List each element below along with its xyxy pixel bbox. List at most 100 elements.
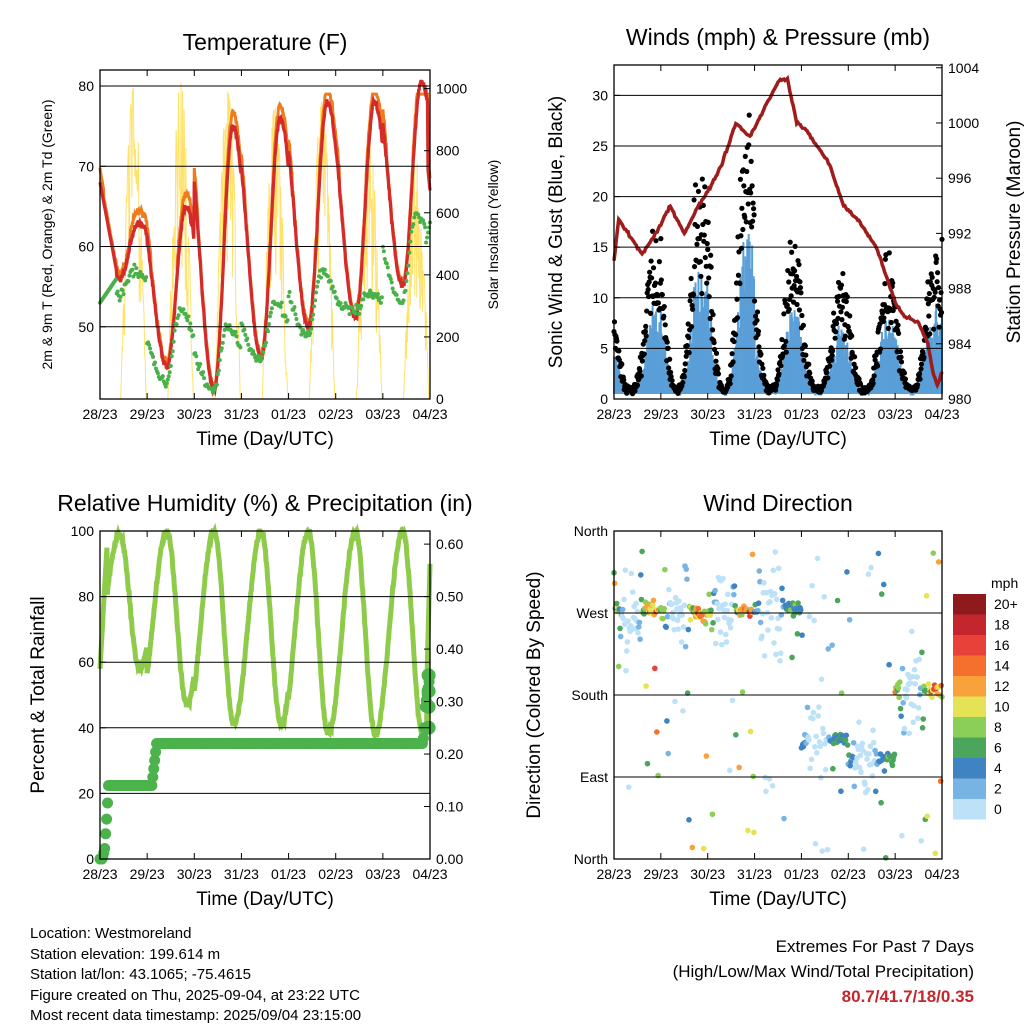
gust-point bbox=[893, 318, 899, 324]
wind-direction-point bbox=[924, 813, 931, 820]
gust-point bbox=[786, 279, 792, 285]
extremes-subtitle: (High/Low/Max Wind/Total Precipitation) bbox=[672, 962, 974, 981]
gust-point bbox=[694, 241, 700, 247]
x-tick-label: 30/23 bbox=[690, 866, 725, 882]
gust-point bbox=[713, 358, 719, 364]
gust-point bbox=[699, 290, 705, 297]
dewpoint-point bbox=[316, 279, 321, 284]
wind-direction-point bbox=[776, 626, 783, 632]
gust-point bbox=[742, 153, 748, 159]
gust-point bbox=[637, 368, 643, 374]
x-tick-label: 31/23 bbox=[737, 866, 772, 882]
wind-direction-point bbox=[629, 589, 636, 595]
dewpoint-point bbox=[144, 275, 149, 280]
wind-direction-point bbox=[633, 600, 639, 607]
wind-direction-point bbox=[662, 566, 668, 573]
wind-direction-point bbox=[860, 846, 867, 852]
dewpoint-point bbox=[212, 387, 217, 392]
gust-point bbox=[667, 356, 673, 362]
dewpoint-point bbox=[132, 262, 137, 267]
dewpoint-point bbox=[221, 333, 226, 338]
dewpoint-point bbox=[201, 370, 206, 375]
dewpoint-point bbox=[130, 267, 135, 272]
dewpoint-point bbox=[368, 288, 373, 293]
wind-direction-point bbox=[747, 728, 754, 735]
dewpoint-point bbox=[160, 374, 165, 379]
wind-direction-point bbox=[915, 705, 922, 711]
dewpoint-point bbox=[287, 290, 292, 295]
legend-label: 16 bbox=[994, 637, 1010, 653]
gust-point bbox=[934, 279, 940, 285]
wind-direction-point bbox=[844, 742, 851, 748]
gust-point bbox=[699, 176, 705, 182]
gust-point bbox=[683, 353, 689, 359]
x-tick-label: 01/23 bbox=[271, 406, 306, 422]
gust-point bbox=[656, 259, 662, 265]
wind-direction-point bbox=[637, 572, 644, 578]
precipitation-point bbox=[146, 780, 158, 792]
gust-point bbox=[918, 366, 924, 372]
speed-legend-title: mph bbox=[991, 575, 1018, 591]
gust-point bbox=[754, 317, 760, 323]
dewpoint-point bbox=[261, 350, 266, 355]
wind-direction-point bbox=[727, 624, 734, 631]
y-tick-label: 10 bbox=[592, 290, 608, 306]
wind-direction-point bbox=[882, 855, 889, 861]
wind-direction-point bbox=[623, 648, 630, 654]
wind-direction-point bbox=[779, 585, 785, 592]
legend-swatch bbox=[953, 614, 986, 635]
dewpoint-point bbox=[308, 331, 313, 336]
y-right-tick-label: 1004 bbox=[948, 60, 979, 76]
gust-point bbox=[746, 142, 752, 148]
wind-direction-point bbox=[804, 704, 811, 711]
wind-direction-point bbox=[818, 676, 825, 683]
wind-direction-point bbox=[731, 591, 737, 598]
wind-direction-point bbox=[781, 815, 787, 822]
dewpoint-point bbox=[215, 372, 220, 377]
gust-point bbox=[793, 273, 800, 280]
wind-direction-point bbox=[685, 626, 692, 633]
gust-point bbox=[898, 354, 904, 360]
dewpoint-point bbox=[285, 318, 290, 323]
x-tick-label: 29/23 bbox=[130, 406, 165, 422]
dewpoint-point bbox=[223, 322, 228, 327]
precipitation-point bbox=[421, 668, 436, 683]
wind-direction-point bbox=[919, 725, 926, 731]
wind-direction-point bbox=[898, 713, 904, 719]
dewpoint-point bbox=[422, 221, 427, 226]
wind-direction-point bbox=[910, 719, 917, 726]
gust-point bbox=[648, 258, 654, 264]
wind-direction-point bbox=[808, 756, 815, 763]
latest-timestamp: Most recent data timestamp: 2025/09/04 2… bbox=[30, 1007, 362, 1024]
wind-direction-point bbox=[773, 651, 779, 658]
wind-direction-point bbox=[759, 633, 765, 639]
wind-direction-point bbox=[873, 751, 880, 757]
wind-direction-point bbox=[755, 607, 761, 614]
gust-point bbox=[936, 297, 943, 303]
gust-point bbox=[849, 333, 855, 339]
dewpoint-point bbox=[151, 354, 156, 359]
wind-direction-point bbox=[635, 630, 641, 636]
gust-point bbox=[759, 361, 765, 367]
gust-point bbox=[802, 343, 808, 349]
gust-point bbox=[729, 351, 735, 357]
wind-direction-point bbox=[822, 766, 829, 773]
dewpoint-point bbox=[217, 358, 222, 363]
dewpoint-point bbox=[283, 314, 288, 319]
y-tick-label: 70 bbox=[78, 158, 94, 174]
dewpoint-point bbox=[191, 333, 196, 338]
wind-direction-point bbox=[857, 752, 864, 759]
gust-point bbox=[857, 381, 864, 387]
wind-direction-point bbox=[722, 631, 729, 638]
dewpoint-point bbox=[163, 384, 168, 389]
dewpoint-point bbox=[267, 314, 272, 319]
gust-point bbox=[882, 256, 888, 262]
dewpoint-point bbox=[388, 276, 393, 281]
dewpoint-point bbox=[356, 303, 361, 308]
gust-point bbox=[914, 382, 921, 388]
wind-direction-point bbox=[889, 762, 896, 769]
wind-direction-point bbox=[899, 665, 906, 672]
gust-point bbox=[929, 274, 935, 280]
wind-direction-point bbox=[859, 740, 866, 747]
wind-direction-point bbox=[619, 606, 626, 613]
